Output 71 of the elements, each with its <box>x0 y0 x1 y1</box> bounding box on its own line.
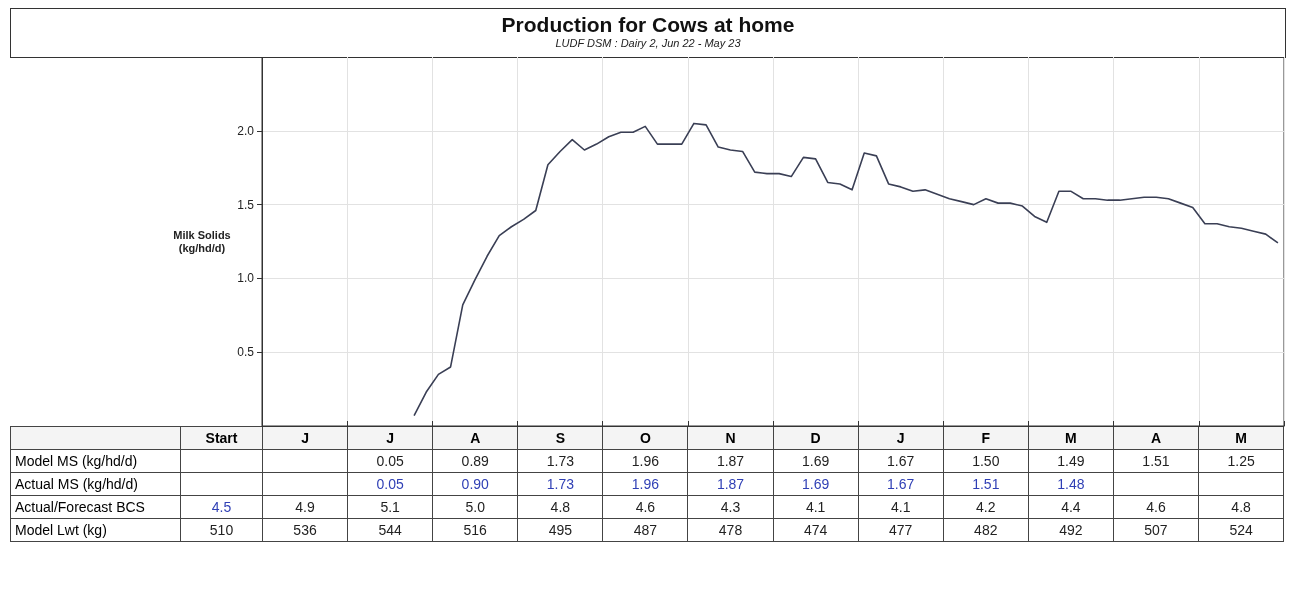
data-label: 1.51 <box>1113 449 1199 473</box>
data-label: 1.25 <box>1198 449 1284 473</box>
data-label: 0.05 <box>347 449 433 473</box>
line-series <box>413 122 1279 417</box>
data-label: 4.2 <box>943 495 1029 519</box>
data-label: 0.89 <box>432 449 518 473</box>
data-label: 474 <box>773 518 859 542</box>
category-label: M <box>1198 426 1284 450</box>
data-label: 516 <box>432 518 518 542</box>
data-label: 4.1 <box>858 495 944 519</box>
data-label: 1.69 <box>773 449 859 473</box>
y-axis-title: Milk Solids (kg/hd/d) <box>173 229 231 254</box>
y-tick-label: 1.0 <box>237 271 255 286</box>
y-tick-label: 0.5 <box>237 345 255 360</box>
data-label: 4.8 <box>1198 495 1284 519</box>
data-label: 4.9 <box>262 495 348 519</box>
data-label: 5.1 <box>347 495 433 519</box>
data-label: 524 <box>1198 518 1284 542</box>
category-label: F <box>943 426 1029 450</box>
data-label: 1.73 <box>517 472 603 496</box>
data-label: 1.67 <box>858 449 944 473</box>
data-label: 4.4 <box>1028 495 1114 519</box>
data-label: 478 <box>687 518 774 542</box>
category-label: D <box>773 426 859 450</box>
category-label: S <box>517 426 603 450</box>
category-label: M <box>1028 426 1114 450</box>
category-label: J <box>858 426 944 450</box>
data-label: 492 <box>1028 518 1114 542</box>
category-label: J <box>262 426 348 450</box>
category-label: O <box>602 426 688 450</box>
chart-title: Production for Cows at home <box>500 13 796 37</box>
data-label: 1.67 <box>858 472 944 496</box>
data-label: 4.5 <box>180 495 263 519</box>
data-label: 507 <box>1113 518 1199 542</box>
data-label: 0.90 <box>432 472 518 496</box>
data-label: 4.1 <box>773 495 859 519</box>
data-label: 1.50 <box>943 449 1029 473</box>
data-label: 5.0 <box>432 495 518 519</box>
data-label: 544 <box>347 518 433 542</box>
data-label: 487 <box>602 518 688 542</box>
data-label: 1.51 <box>943 472 1029 496</box>
category-label: Start <box>180 426 263 450</box>
data-label: 1.49 <box>1028 449 1114 473</box>
legend-label: Model MS (kg/hd/d) <box>10 449 181 473</box>
data-label: 4.3 <box>687 495 774 519</box>
data-label: 1.69 <box>773 472 859 496</box>
data-label: 495 <box>517 518 603 542</box>
data-label: 4.6 <box>1113 495 1199 519</box>
category-label: A <box>1113 426 1199 450</box>
category-label: A <box>432 426 518 450</box>
data-label: 477 <box>858 518 944 542</box>
data-label: 4.6 <box>602 495 688 519</box>
y-tick-label: 1.5 <box>237 197 255 212</box>
category-label: N <box>687 426 774 450</box>
data-label: 0.05 <box>347 472 433 496</box>
y-tick-label: 2.0 <box>237 123 255 138</box>
chart-subtitle: LUDF DSM : Dairy 2, Jun 22 - May 23 <box>554 37 742 49</box>
data-label: 1.73 <box>517 449 603 473</box>
data-label: 510 <box>180 518 263 542</box>
data-label: 1.96 <box>602 449 688 473</box>
text: Actual MS (kg/hd/d) <box>10 472 181 496</box>
text: Actual/Forecast BCS <box>10 495 181 519</box>
data-label: 1.48 <box>1028 472 1114 496</box>
data-label: 1.96 <box>602 472 688 496</box>
data-label: 4.8 <box>517 495 603 519</box>
data-label: 1.87 <box>687 472 774 496</box>
data-label: 482 <box>943 518 1029 542</box>
data-label: 536 <box>262 518 348 542</box>
data-label: 1.87 <box>687 449 774 473</box>
legend-label: Model Lwt (kg) <box>10 518 181 542</box>
category-label: J <box>347 426 433 450</box>
